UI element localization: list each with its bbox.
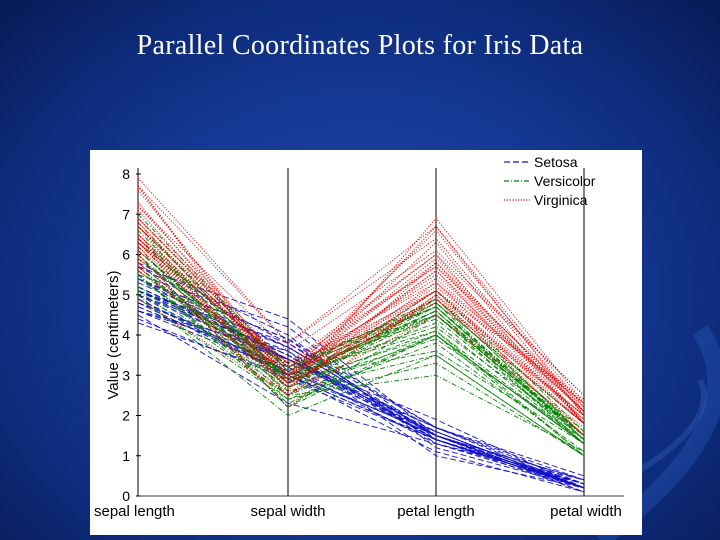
parallel-coordinates-chart: 0 1 2 3 4 5 6 7 8 Value (centimeters) sepal length… <box>94 154 624 520</box>
data-line-virginica <box>137 205 585 424</box>
data-line-versicolor <box>137 250 585 440</box>
y-tick-label: 2 <box>122 408 130 424</box>
data-line-virginica <box>137 185 585 408</box>
data-line-versicolor <box>137 290 585 453</box>
data-line-versicolor <box>137 238 585 445</box>
data-line-virginica <box>137 217 585 404</box>
legend: Setosa Versicolor Virginica <box>504 154 596 208</box>
data-line-virginica <box>137 205 585 396</box>
data-line-virginica <box>137 185 585 404</box>
data-line-virginica <box>137 217 585 412</box>
data-line-setosa <box>137 302 585 489</box>
data-line-versicolor <box>137 298 585 457</box>
data-line-setosa <box>137 290 585 485</box>
data-line-virginica <box>137 234 585 416</box>
data-line-versicolor <box>137 254 585 432</box>
chart-panel: 0 1 2 3 4 5 6 7 8 Value (centimeters) sepal length… <box>90 150 642 535</box>
x-tick-label: sepal length <box>94 503 175 520</box>
data-line-virginica <box>137 298 585 428</box>
x-tick-label: petal length <box>397 503 475 520</box>
data-line-virginica <box>137 225 585 404</box>
data-line-virginica <box>137 254 585 436</box>
y-tick-label: 4 <box>122 327 130 343</box>
y-tick-label: 8 <box>122 166 130 182</box>
y-tick-label: 0 <box>122 488 130 504</box>
y-tick-label: 1 <box>122 448 130 464</box>
data-line-virginica <box>137 189 585 412</box>
data-line-versicolor <box>137 262 585 457</box>
data-line-virginica <box>137 238 585 404</box>
data-line-virginica <box>137 262 585 420</box>
data-line-virginica <box>137 238 585 412</box>
data-line-virginica <box>137 262 585 400</box>
data-line-versicolor <box>137 266 585 457</box>
data-line-virginica <box>137 221 585 412</box>
data-line-virginica <box>137 258 585 424</box>
legend-label-virginica: Virginica <box>534 192 588 208</box>
data-line-versicolor <box>137 242 585 436</box>
y-axis-label: Value (centimeters) <box>105 271 122 400</box>
x-tick-label: petal width <box>550 503 622 520</box>
data-line-versicolor <box>137 242 585 432</box>
data-line-virginica <box>137 238 585 420</box>
x-tick-label: sepal width <box>250 503 325 520</box>
data-line-setosa <box>137 290 585 481</box>
data-line-virginica <box>137 185 585 416</box>
data-line-virginica <box>137 177 585 416</box>
data-line-virginica <box>137 246 585 424</box>
data-line-setosa <box>137 294 585 489</box>
data-line-versicolor <box>137 254 585 457</box>
data-line-versicolor <box>137 274 585 445</box>
y-tick-label: 3 <box>122 367 130 383</box>
y-tick-label: 7 <box>122 206 130 222</box>
data-line-setosa <box>137 278 585 481</box>
data-lines-layer <box>137 177 585 493</box>
y-tick-label: 6 <box>122 247 130 263</box>
data-line-setosa <box>137 302 585 493</box>
data-line-versicolor <box>137 213 585 440</box>
y-tick-label: 5 <box>122 287 130 303</box>
legend-label-versicolor: Versicolor <box>534 173 596 189</box>
slide-title: Parallel Coordinates Plots for Iris Data <box>136 30 584 61</box>
labels-layer: 0 1 2 3 4 5 6 7 8 Value (centimeters) sepal length… <box>94 166 622 520</box>
legend-label-setosa: Setosa <box>534 154 578 170</box>
data-line-versicolor <box>137 274 585 453</box>
